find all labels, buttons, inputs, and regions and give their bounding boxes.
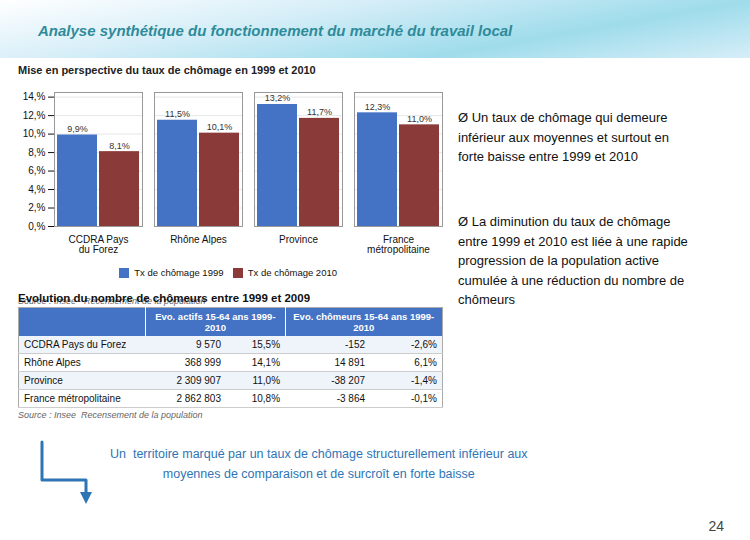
html-text:Rhône Alpes: Rhône Alpes bbox=[24, 357, 81, 368]
svg-text:11,0%: 11,0% bbox=[407, 114, 432, 124]
html-text:Source : Insee Recensement de: Source : Insee Recensement de la populat… bbox=[18, 410, 203, 420]
svg-text:Province: Province bbox=[279, 234, 318, 245]
html-text:-38 207: -38 207 bbox=[331, 375, 365, 386]
svg-text:Francemétropolitaine: Francemétropolitaine bbox=[367, 234, 430, 255]
svg-text:11,7%: 11,7% bbox=[307, 107, 332, 117]
html-text:14 891: 14 891 bbox=[334, 357, 365, 368]
html-text:Evo. chômeurs 15-64 ans 1999-2: Evo. chômeurs 15-64 ans 1999-2010 bbox=[293, 311, 435, 333]
svg-text:9,9%: 9,9% bbox=[67, 124, 88, 134]
svg-text:11,5%: 11,5% bbox=[165, 109, 190, 119]
html-text:CCDRA Pays du Forez: CCDRA Pays du Forez bbox=[24, 339, 127, 350]
svg-text:8,%: 8,% bbox=[28, 147, 45, 158]
html-text:-0,1%: -0,1% bbox=[410, 393, 437, 404]
html-text:Analyse synthétique du fonctio: Analyse synthétique du fonctionnement du… bbox=[38, 22, 513, 39]
html-text:-1,4%: -1,4% bbox=[410, 375, 437, 386]
html-text:Tx de chômage 2010: Tx de chômage 2010 bbox=[247, 267, 337, 278]
html-text:Mise en perspective du taux de: Mise en perspective du taux de chômage e… bbox=[18, 64, 316, 76]
html-text:9 570: 9 570 bbox=[195, 339, 221, 350]
html-text:France métropolitaine: France métropolitaine bbox=[24, 393, 121, 404]
html-text:Evo. actifs 15-64 ans 1999-201: Evo. actifs 15-64 ans 1999-2010 bbox=[155, 311, 276, 333]
html-text:Source : Insee - Recensement d: Source : Insee - Recensement de la popul… bbox=[18, 295, 206, 306]
html-text:15,5%: 15,5% bbox=[251, 339, 280, 350]
svg-text:CCDRA Paysdu Forez: CCDRA Paysdu Forez bbox=[68, 234, 128, 255]
html-text:24: 24 bbox=[708, 518, 724, 534]
svg-text:13,2%: 13,2% bbox=[265, 93, 291, 103]
html-text:-3 864: -3 864 bbox=[336, 393, 365, 404]
html-text:-2,6%: -2,6% bbox=[410, 339, 437, 350]
html-text:Tx de chômage 1999: Tx de chômage 1999 bbox=[134, 267, 224, 278]
svg-text:Rhône Alpes: Rhône Alpes bbox=[170, 234, 227, 245]
html-text:-152: -152 bbox=[345, 339, 365, 350]
svg-text:12,3%: 12,3% bbox=[365, 102, 391, 112]
html-text:Ø La diminution du taux de chô: Ø La diminution du taux de chômage entre… bbox=[458, 214, 688, 307]
html-text:6,1%: 6,1% bbox=[414, 357, 437, 368]
html-text:10,8%: 10,8% bbox=[251, 393, 280, 404]
html-text:11,0%: 11,0% bbox=[252, 375, 280, 386]
svg-text:10,%: 10,% bbox=[23, 128, 46, 139]
html-text:368 999: 368 999 bbox=[184, 357, 221, 368]
html-text:2 862 803: 2 862 803 bbox=[176, 393, 221, 404]
svg-text:14,%: 14,% bbox=[23, 91, 46, 102]
html-text:Province: Province bbox=[24, 375, 63, 386]
html-text:Evolution du nombre de chômeur: Evolution du nombre de chômeurs entre 19… bbox=[18, 292, 311, 304]
html-text:2 309 907: 2 309 907 bbox=[176, 375, 221, 386]
html-text:Ø Un taux de chômage qui demeu: Ø Un taux de chômage qui demeure inférie… bbox=[458, 110, 669, 164]
svg-text:8,1%: 8,1% bbox=[109, 141, 130, 151]
svg-text:4,%: 4,% bbox=[28, 184, 45, 195]
svg-text:6,%: 6,% bbox=[28, 165, 45, 176]
svg-text:2,%: 2,% bbox=[28, 202, 45, 213]
html-text:Un territoire marqué par un ta: Un territoire marqué par un taux de chôm… bbox=[110, 447, 528, 481]
svg-text:10,1%: 10,1% bbox=[207, 122, 233, 132]
svg-text:0,%: 0,% bbox=[28, 221, 45, 232]
svg-text:12,%: 12,% bbox=[23, 110, 46, 121]
html-text:14,1%: 14,1% bbox=[251, 357, 280, 368]
